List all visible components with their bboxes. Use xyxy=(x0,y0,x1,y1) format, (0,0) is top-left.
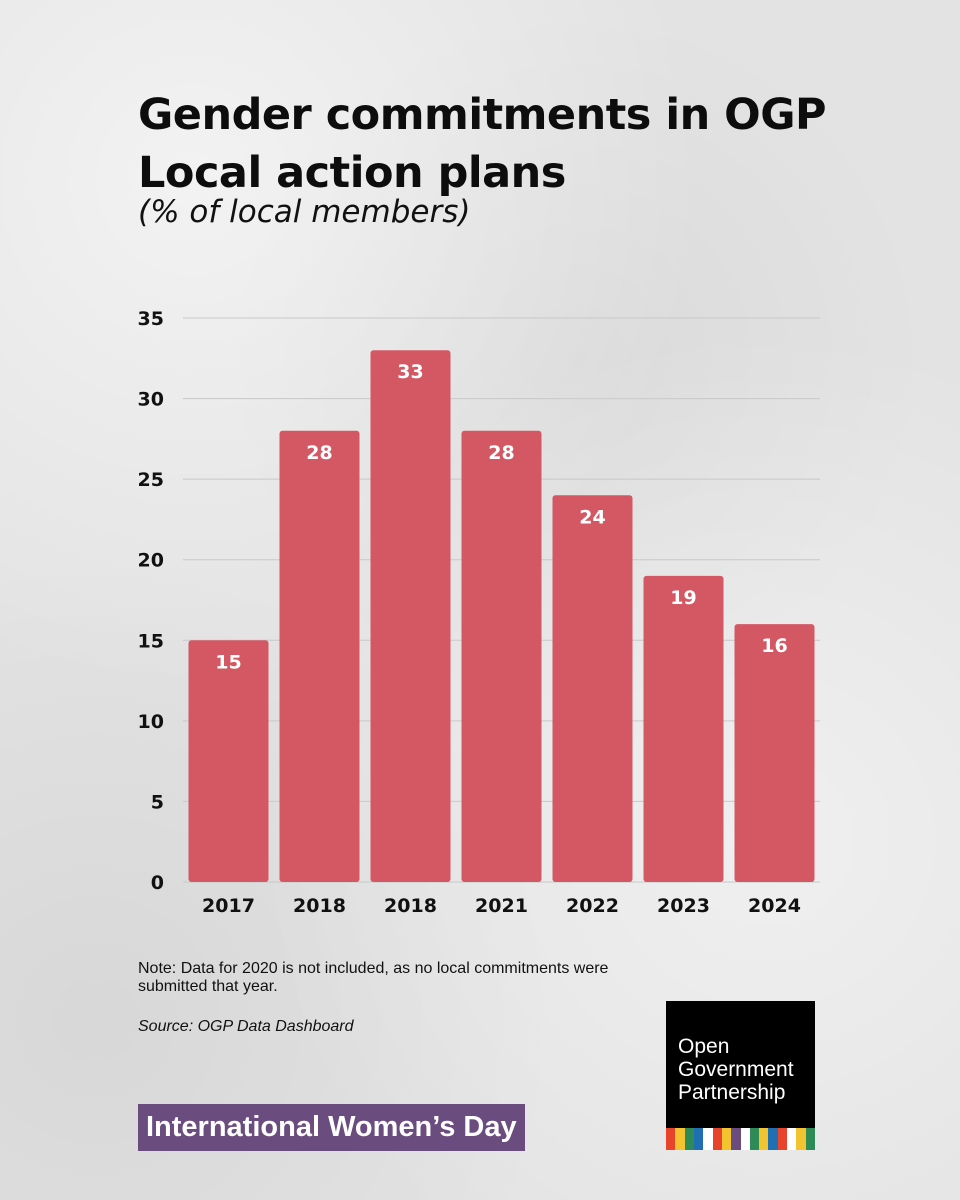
ogp-logo-text: Open Government Partnership xyxy=(678,1035,794,1104)
x-tick-label: 2022 xyxy=(566,895,619,917)
y-tick-label: 15 xyxy=(138,630,164,652)
logo-stripe xyxy=(796,1128,806,1150)
data-label: 33 xyxy=(397,361,423,383)
x-tick-label: 2018 xyxy=(384,895,437,917)
bar xyxy=(370,350,451,882)
logo-stripe xyxy=(777,1128,788,1150)
logo-stripe xyxy=(712,1128,722,1150)
chart-title: Gender commitments in OGP Local action p… xyxy=(138,90,827,198)
logo-stripe xyxy=(759,1128,769,1150)
logo-stripe xyxy=(787,1128,797,1150)
y-tick-label: 30 xyxy=(138,389,164,411)
logo-stripe xyxy=(805,1128,815,1150)
bar xyxy=(279,430,360,882)
logo-stripe xyxy=(740,1128,750,1150)
y-tick-label: 5 xyxy=(151,791,164,813)
logo-stripe xyxy=(666,1128,676,1150)
data-label: 19 xyxy=(670,587,696,609)
data-label: 28 xyxy=(306,442,332,464)
x-tick-label: 2018 xyxy=(293,895,346,917)
x-tick-label: 2024 xyxy=(748,895,801,917)
data-label: 16 xyxy=(761,635,787,657)
bar xyxy=(552,495,633,882)
data-label: 24 xyxy=(579,506,605,528)
bar xyxy=(734,624,815,882)
y-tick-label: 25 xyxy=(138,469,164,491)
y-tick-label: 35 xyxy=(138,308,164,330)
logo-stripe xyxy=(675,1128,685,1150)
logo-stripe xyxy=(721,1128,732,1150)
logo-stripe xyxy=(768,1128,778,1150)
y-tick-label: 0 xyxy=(151,872,164,894)
international-womens-day-banner: International Women’s Day xyxy=(138,1104,525,1151)
bar-chart: 0 5 10 15 20 25 30 35 15 2017 28 2018 33 2018 28 2021 24… xyxy=(138,308,820,917)
bar xyxy=(643,575,724,882)
chart-source: Source: OGP Data Dashboard xyxy=(138,1018,354,1035)
ogp-logo-stripes xyxy=(666,1128,815,1150)
bar xyxy=(188,640,269,882)
x-tick-label: 2017 xyxy=(202,895,255,917)
logo-stripe xyxy=(684,1128,694,1150)
logo-stripe xyxy=(749,1128,760,1150)
chart-note: Note: Data for 2020 is not included, as … xyxy=(138,960,609,995)
bar xyxy=(461,430,542,882)
x-tick-label: 2023 xyxy=(657,895,710,917)
ogp-logo: Open Government Partnership xyxy=(666,1001,815,1150)
logo-stripe xyxy=(731,1128,741,1150)
y-tick-label: 10 xyxy=(138,711,164,733)
data-label: 15 xyxy=(215,651,241,673)
data-label: 28 xyxy=(488,442,514,464)
y-tick-label: 20 xyxy=(138,550,164,572)
x-tick-label: 2021 xyxy=(475,895,528,917)
chart-subtitle: (% of local members) xyxy=(138,194,471,230)
logo-stripe xyxy=(693,1128,704,1150)
logo-stripe xyxy=(703,1128,713,1150)
